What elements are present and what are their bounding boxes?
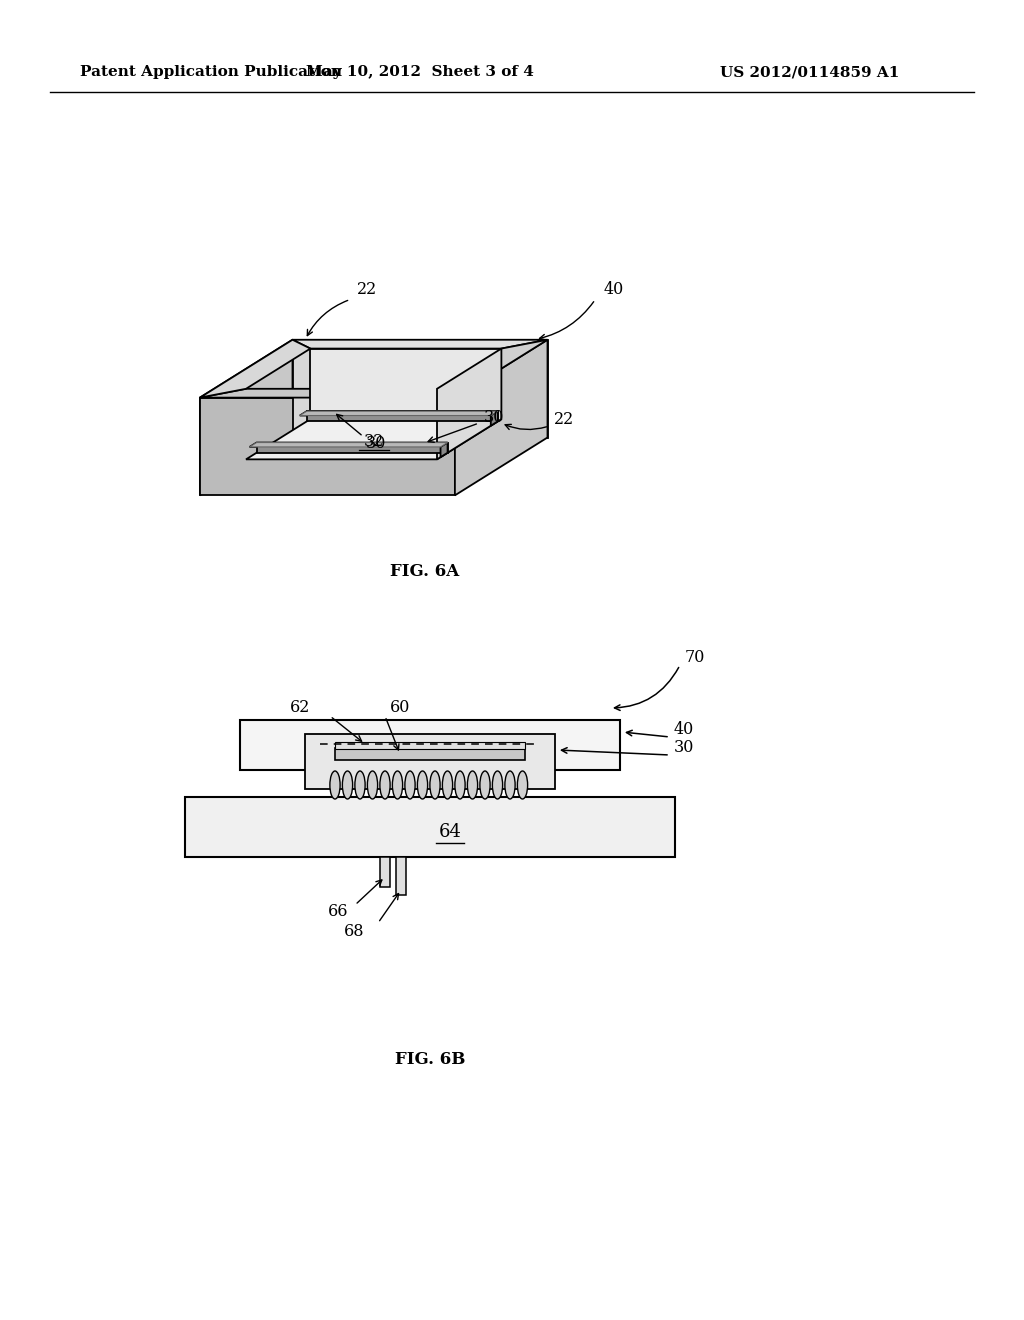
Text: 64: 64 [438,822,462,841]
Ellipse shape [380,771,390,799]
Text: 22: 22 [357,281,378,298]
Ellipse shape [330,771,340,799]
Text: 60: 60 [390,700,411,717]
Text: May 10, 2012  Sheet 3 of 4: May 10, 2012 Sheet 3 of 4 [306,65,534,79]
Polygon shape [200,339,293,495]
Polygon shape [250,442,447,447]
Text: 70: 70 [685,649,706,667]
Bar [185,797,675,857]
Text: 62: 62 [290,700,310,717]
Polygon shape [200,389,455,397]
Text: Patent Application Publication: Patent Application Publication [80,65,342,79]
Ellipse shape [480,771,490,799]
Polygon shape [200,339,310,397]
Text: FIG. 6B: FIG. 6B [395,1052,465,1068]
Polygon shape [200,397,455,495]
Ellipse shape [455,771,465,799]
Text: 30: 30 [366,436,386,453]
Polygon shape [307,411,498,421]
Ellipse shape [342,771,352,799]
Polygon shape [490,411,498,426]
Ellipse shape [517,771,527,799]
Polygon shape [250,442,447,447]
Ellipse shape [404,771,415,799]
Text: 40: 40 [674,722,694,738]
Text: 32: 32 [365,433,384,450]
Ellipse shape [467,771,477,799]
Ellipse shape [505,771,515,799]
Polygon shape [246,420,502,459]
Polygon shape [437,339,548,397]
Text: 68: 68 [344,923,365,940]
Text: 30: 30 [484,409,505,425]
Ellipse shape [418,771,428,799]
Polygon shape [310,348,502,420]
Ellipse shape [355,771,366,799]
Text: 30: 30 [674,739,694,756]
Ellipse shape [442,771,453,799]
Bar [380,857,390,887]
Text: 40: 40 [603,281,624,298]
Ellipse shape [368,771,378,799]
Polygon shape [293,339,548,437]
Bar [305,734,555,789]
Polygon shape [300,411,498,416]
Bar [240,719,620,770]
Polygon shape [300,411,498,416]
Ellipse shape [392,771,402,799]
Bar [396,857,406,895]
Bar [335,748,525,760]
Polygon shape [440,442,447,457]
Text: FIG. 6A: FIG. 6A [390,564,460,581]
Polygon shape [293,339,548,348]
Text: 22: 22 [554,412,574,429]
Text: 66: 66 [328,903,348,920]
Ellipse shape [493,771,503,799]
Ellipse shape [430,771,440,799]
Bar [335,742,525,748]
Polygon shape [455,339,548,495]
Text: US 2012/0114859 A1: US 2012/0114859 A1 [720,65,899,79]
Polygon shape [437,348,502,459]
Polygon shape [257,442,447,453]
